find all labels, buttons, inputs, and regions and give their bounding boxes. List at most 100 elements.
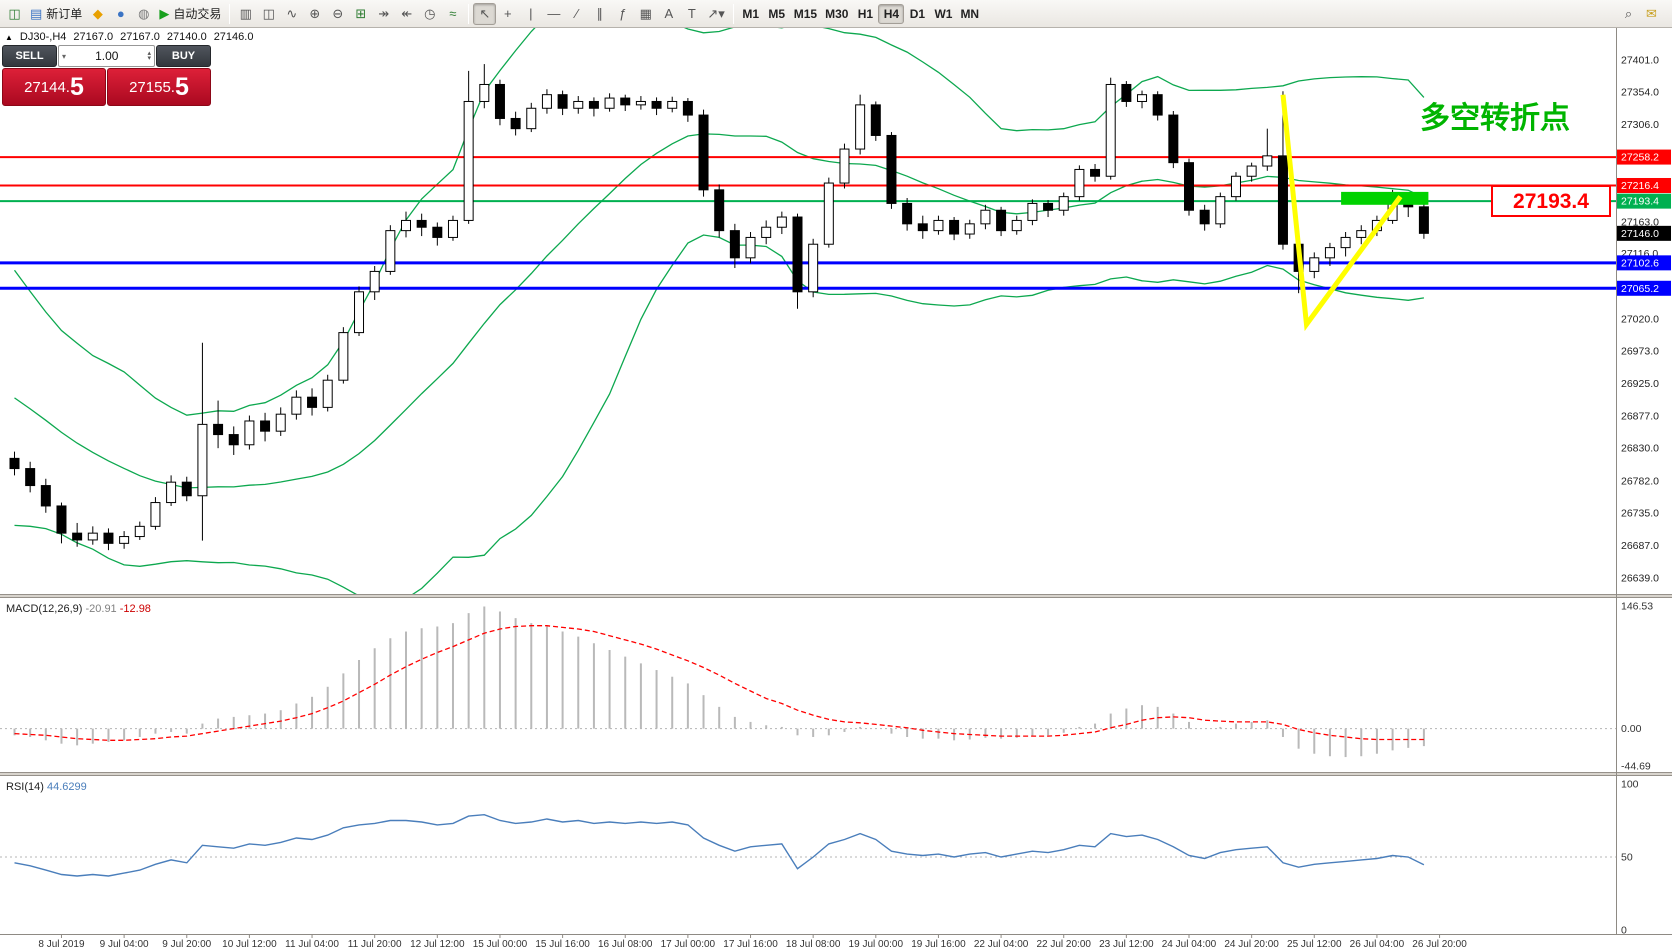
sell-price-decimal: 5 bbox=[69, 72, 84, 101]
timeframe-d1[interactable]: D1 bbox=[904, 4, 930, 24]
buy-button[interactable]: BUY bbox=[156, 45, 211, 67]
chat-icon[interactable]: ✉ bbox=[1640, 3, 1663, 25]
price-axis-label: 27354.0 bbox=[1621, 86, 1659, 98]
volume-value: 1.00 bbox=[95, 49, 119, 63]
timeframe-mn[interactable]: MN bbox=[956, 4, 983, 24]
time-axis[interactable]: 8 Jul 2019 9 Jul 04:00 9 Jul 20:00 10 Jul 1… bbox=[0, 934, 1672, 951]
timeframe-mn-label: MN bbox=[960, 6, 980, 21]
macd-panel[interactable] bbox=[0, 606, 1616, 758]
channel-button-glyph: ∥ bbox=[596, 6, 604, 21]
time-axis-label: 9 Jul 04:00 bbox=[100, 939, 149, 950]
channel-button[interactable]: ∥ bbox=[588, 3, 611, 25]
text-label-button[interactable]: T bbox=[680, 3, 703, 25]
bar-chart-button[interactable]: ▥ bbox=[234, 3, 257, 25]
time-axis-label: 25 Jul 12:00 bbox=[1287, 939, 1342, 950]
price-tag-text: 27065.2 bbox=[1621, 283, 1659, 295]
zigzag-arrow-annotation[interactable] bbox=[1280, 94, 1403, 332]
turning-point-annotation[interactable]: 多空转折点 bbox=[1420, 102, 1570, 135]
time-axis-label: 17 Jul 00:00 bbox=[661, 939, 716, 950]
vertical-line-button[interactable]: | bbox=[519, 3, 542, 25]
price-axis-label: 26830.0 bbox=[1621, 443, 1659, 455]
timeframe-h4[interactable]: H4 bbox=[878, 3, 905, 24]
zoom-out-button[interactable]: ⊖ bbox=[326, 3, 349, 25]
main-chart-panel[interactable]: 多空转折点 27193.4 bbox=[0, 28, 1616, 601]
price-tag-text: 27216.4 bbox=[1621, 180, 1659, 192]
timeframe-h4-label: H4 bbox=[883, 6, 900, 21]
price-axis[interactable]: 27401.027354.027306.027163.027116.027020… bbox=[1616, 28, 1672, 934]
cursor-button-glyph: ↖ bbox=[479, 6, 491, 21]
highlight-zone-annotation[interactable] bbox=[1341, 191, 1429, 205]
timeframe-m15[interactable]: M15 bbox=[790, 4, 821, 24]
line-chart-button-glyph: ∿ bbox=[286, 6, 298, 21]
timeframe-w1[interactable]: W1 bbox=[930, 4, 956, 24]
price-callout-text: 27193.4 bbox=[1513, 190, 1589, 213]
tile-windows-button[interactable]: ⊞ bbox=[349, 3, 372, 25]
indicators-button[interactable]: ≈ bbox=[441, 3, 464, 25]
time-axis-label: 11 Jul 20:00 bbox=[348, 939, 402, 950]
panel-separator[interactable] bbox=[0, 772, 1672, 776]
timeframe-m30[interactable]: M30 bbox=[821, 4, 852, 24]
toolbar-group-line-studies: ↖ + | — ∕ ∥ ƒ ▦ A T ↗▾ bbox=[473, 2, 728, 25]
timeframe-m5[interactable]: M5 bbox=[764, 4, 790, 24]
sell-price-int: 27144. bbox=[24, 78, 70, 96]
buy-price-decimal: 5 bbox=[174, 72, 189, 101]
time-axis-label: 22 Jul 04:00 bbox=[974, 939, 1029, 950]
chart-shift-button[interactable]: ↞ bbox=[395, 3, 418, 25]
metaeditor-icon[interactable]: ◆ bbox=[86, 3, 109, 25]
toolbar-separator bbox=[468, 3, 470, 24]
autotrading-button[interactable]: ▶ 自动交易 bbox=[155, 3, 225, 25]
search-icon[interactable]: ⌕ bbox=[1617, 3, 1640, 25]
zoom-in-button[interactable]: ⊕ bbox=[303, 3, 326, 25]
sell-price-button[interactable]: 27144. 5 bbox=[2, 68, 106, 106]
price-callout-box[interactable] bbox=[1491, 185, 1611, 217]
arrows-button[interactable]: ↗▾ bbox=[703, 3, 728, 25]
periods-button[interactable]: ◷ bbox=[418, 3, 441, 25]
fibonacci-button[interactable]: ƒ bbox=[611, 3, 634, 25]
new-order-button[interactable]: ▤ 新订单 bbox=[26, 3, 86, 25]
sell-button[interactable]: SELL bbox=[2, 45, 57, 67]
crosshair-button[interactable]: + bbox=[496, 3, 519, 25]
timeframe-d1-label: D1 bbox=[909, 6, 926, 21]
timeframe-m1[interactable]: M1 bbox=[738, 4, 764, 24]
panel-separator[interactable] bbox=[0, 594, 1672, 598]
chart-canvas[interactable]: 多空转折点 27193.4 MACD(12,26,9) -20.91 -12.98 1… bbox=[0, 28, 1672, 951]
time-axis-label: 23 Jul 12:00 bbox=[1099, 939, 1154, 950]
line-chart-button[interactable]: ∿ bbox=[280, 3, 303, 25]
market-watch-icon[interactable]: ◍ bbox=[132, 3, 155, 25]
market-watch-icon-glyph: ◍ bbox=[138, 6, 150, 21]
bollinger-upper-band bbox=[13, 28, 1425, 416]
candlestick-chart-button[interactable]: ◫ bbox=[257, 3, 280, 25]
price-axis-label: 26735.0 bbox=[1621, 507, 1659, 519]
volume-spin-buttons[interactable]: ▴ ▾ bbox=[144, 50, 154, 62]
shapes-button[interactable]: ▦ bbox=[634, 3, 657, 25]
volume-down-icon[interactable]: ▾ bbox=[147, 55, 151, 62]
horizontal-line-button[interactable]: — bbox=[542, 3, 565, 25]
price-tag-text: 27146.0 bbox=[1621, 228, 1659, 240]
chart-profiles-icon[interactable]: ● bbox=[109, 3, 132, 25]
chart-window[interactable]: 多空转折点 27193.4 MACD(12,26,9) -20.91 -12.98 1… bbox=[0, 28, 1672, 951]
rsi-panel[interactable] bbox=[0, 813, 1616, 877]
tile-windows-button-glyph: ⊞ bbox=[355, 6, 367, 21]
price-tag bbox=[1617, 225, 1671, 241]
arrows-button-glyph: ↗▾ bbox=[707, 6, 725, 21]
text-button[interactable]: A bbox=[657, 3, 680, 25]
timeframe-toolbar: M1 M5 M15 M30 H1 H4 D1 W1 MN bbox=[738, 3, 983, 24]
macd-axis-label: 146.53 bbox=[1621, 601, 1653, 613]
zoom-in-button-glyph: ⊕ bbox=[309, 6, 321, 21]
toolbar-right-group: ⌕ ✉ bbox=[1617, 3, 1669, 25]
volume-up-icon[interactable]: ▴ bbox=[147, 50, 151, 57]
volume-stepper[interactable]: ▾ 1.00 ▴ ▾ bbox=[58, 45, 155, 67]
time-axis-label: 16 Jul 08:00 bbox=[598, 939, 653, 950]
volume-dropdown-icon[interactable]: ▾ bbox=[62, 51, 67, 61]
one-click-expand-icon[interactable]: ▲ bbox=[5, 32, 13, 42]
timeframe-h1[interactable]: H1 bbox=[852, 4, 878, 24]
buy-price-button[interactable]: 27155. 5 bbox=[107, 68, 211, 106]
time-axis-label: 9 Jul 20:00 bbox=[162, 939, 211, 950]
timeframe-m15-label: M15 bbox=[793, 6, 818, 21]
time-axis-label: 15 Jul 16:00 bbox=[535, 939, 590, 950]
cursor-button[interactable]: ↖ bbox=[473, 2, 497, 25]
auto-scroll-button[interactable]: ↠ bbox=[372, 3, 395, 25]
metaeditor-icon-glyph: ◆ bbox=[92, 6, 103, 21]
trendline-button[interactable]: ∕ bbox=[565, 3, 588, 25]
